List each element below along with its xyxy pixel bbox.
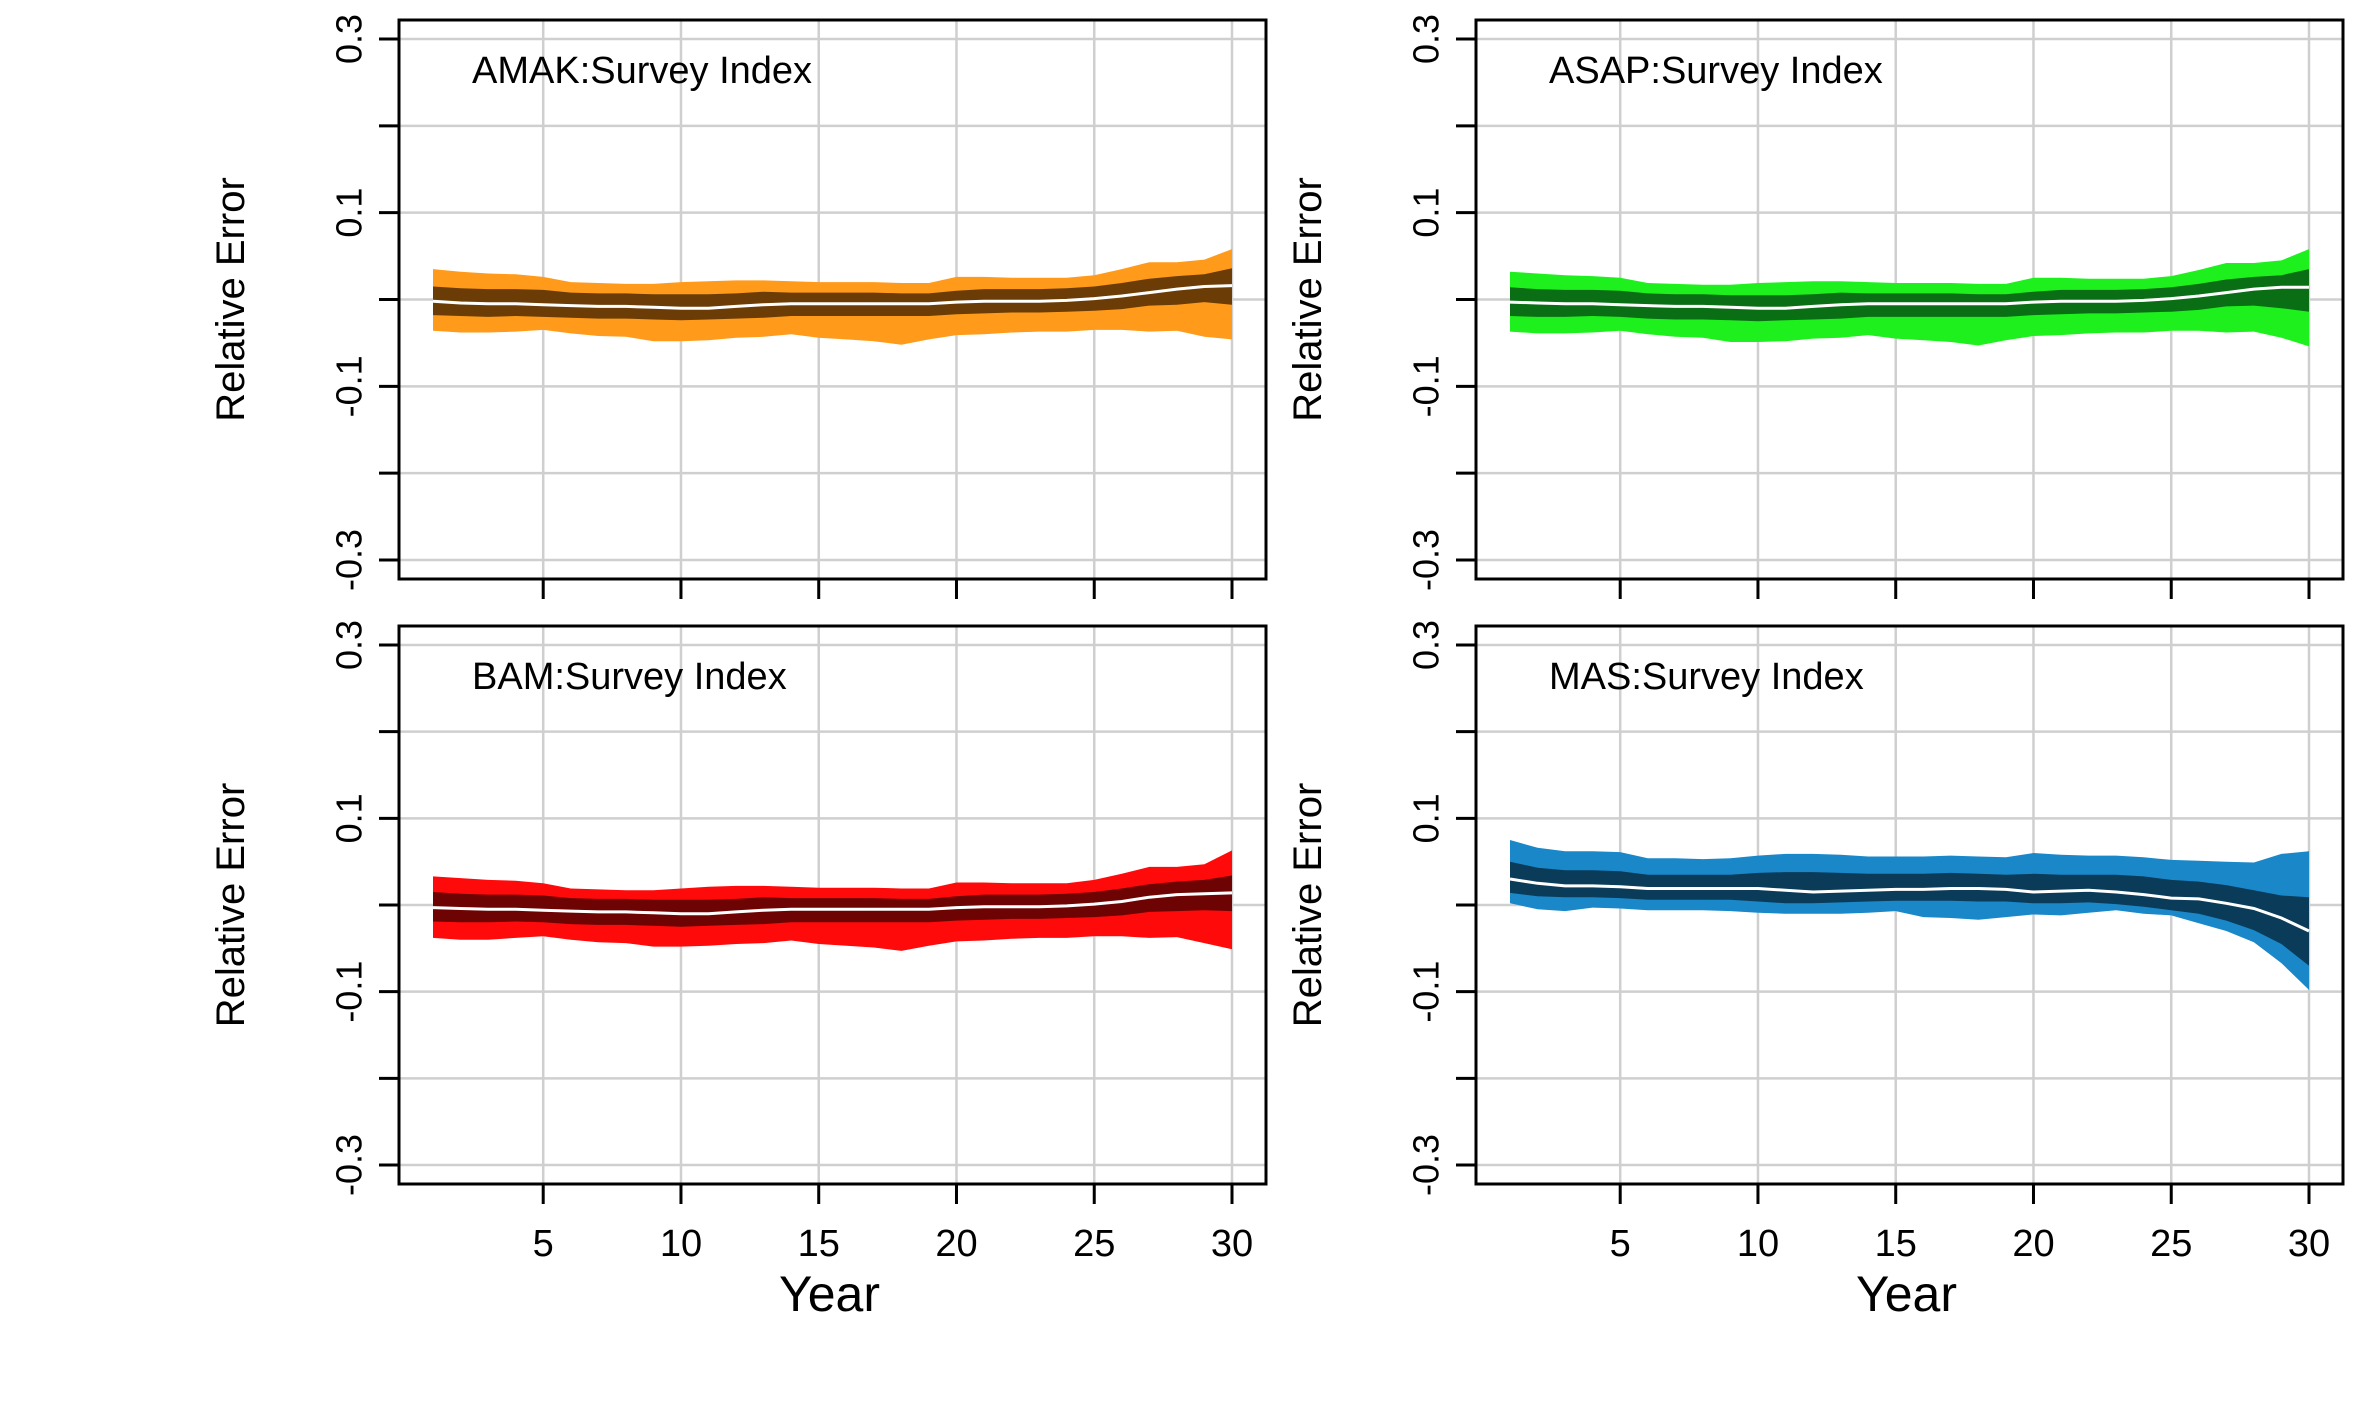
y-tick-label: -0.3 [1406, 529, 1447, 591]
y-tick-label: 0.1 [329, 793, 370, 843]
panel-title: MAS:Survey Index [1549, 656, 1864, 698]
median-line [432, 284, 1233, 310]
median-line [1509, 877, 2310, 933]
median-line [432, 891, 1233, 916]
x-tick-label: 20 [2012, 1223, 2054, 1265]
x-tick-label: 30 [1211, 1223, 1253, 1265]
x-tick-label: 10 [1737, 1223, 1779, 1265]
panel-3: -0.3 -0.1 0.1 0.3 5 10 15 20 25 30 Relative Error Y… [1286, 620, 2345, 1322]
x-tick-label: 30 [2288, 1223, 2330, 1265]
inner-band [433, 875, 1232, 927]
y-tick-label: 0.3 [1406, 620, 1447, 670]
y-tick-label: 0.1 [1406, 188, 1447, 238]
x-axis-label: Year [779, 1266, 880, 1322]
y-tick-label: 0.3 [329, 620, 370, 670]
y-tick-label: -0.3 [329, 529, 370, 591]
y-axis-label: Relative Error [209, 177, 253, 422]
x-tick-label: 25 [2150, 1223, 2192, 1265]
y-tick-label: 0.1 [329, 188, 370, 238]
x-tick-label: 5 [1610, 1223, 1631, 1265]
y-tick-label: -0.1 [329, 961, 370, 1023]
x-tick-label: 15 [1875, 1223, 1917, 1265]
median-line [1509, 285, 2309, 310]
x-tick-label: 15 [798, 1223, 840, 1265]
panel-title: AMAK:Survey Index [472, 50, 812, 92]
y-tick-label: -0.3 [329, 1134, 370, 1196]
y-tick-label: 0.1 [1406, 793, 1447, 843]
y-axis-label: Relative Error [209, 783, 253, 1028]
y-tick-label: 0.3 [1406, 14, 1447, 64]
x-axis-label: Year [1856, 1266, 1957, 1322]
y-tick-label: -0.3 [1406, 1134, 1447, 1196]
y-tick-label: -0.1 [329, 355, 370, 417]
inner-band [1510, 269, 2309, 322]
x-tick-label: 20 [935, 1223, 977, 1265]
y-tick-label: -0.1 [1406, 961, 1447, 1023]
y-axis-label: Relative Error [1286, 177, 1330, 422]
y-tick-label: -0.1 [1406, 355, 1447, 417]
panel-0: -0.3 -0.1 0.1 0.3 Relative Error AMAK:Survey … [209, 14, 1268, 599]
panel-title: ASAP:Survey Index [1549, 50, 1883, 92]
y-tick-label: 0.3 [329, 14, 370, 64]
panel-2: -0.3 -0.1 0.1 0.3 5 10 15 20 25 30 Relative Error Y… [209, 620, 1268, 1322]
x-tick-label: 5 [533, 1223, 554, 1265]
x-tick-label: 10 [660, 1223, 702, 1265]
y-axis-label: Relative Error [1286, 783, 1330, 1028]
x-tick-label: 25 [1073, 1223, 1115, 1265]
panel-title: BAM:Survey Index [472, 656, 787, 698]
panel-1: -0.3 -0.1 0.1 0.3 Relative Error ASAP:Survey … [1286, 14, 2345, 599]
